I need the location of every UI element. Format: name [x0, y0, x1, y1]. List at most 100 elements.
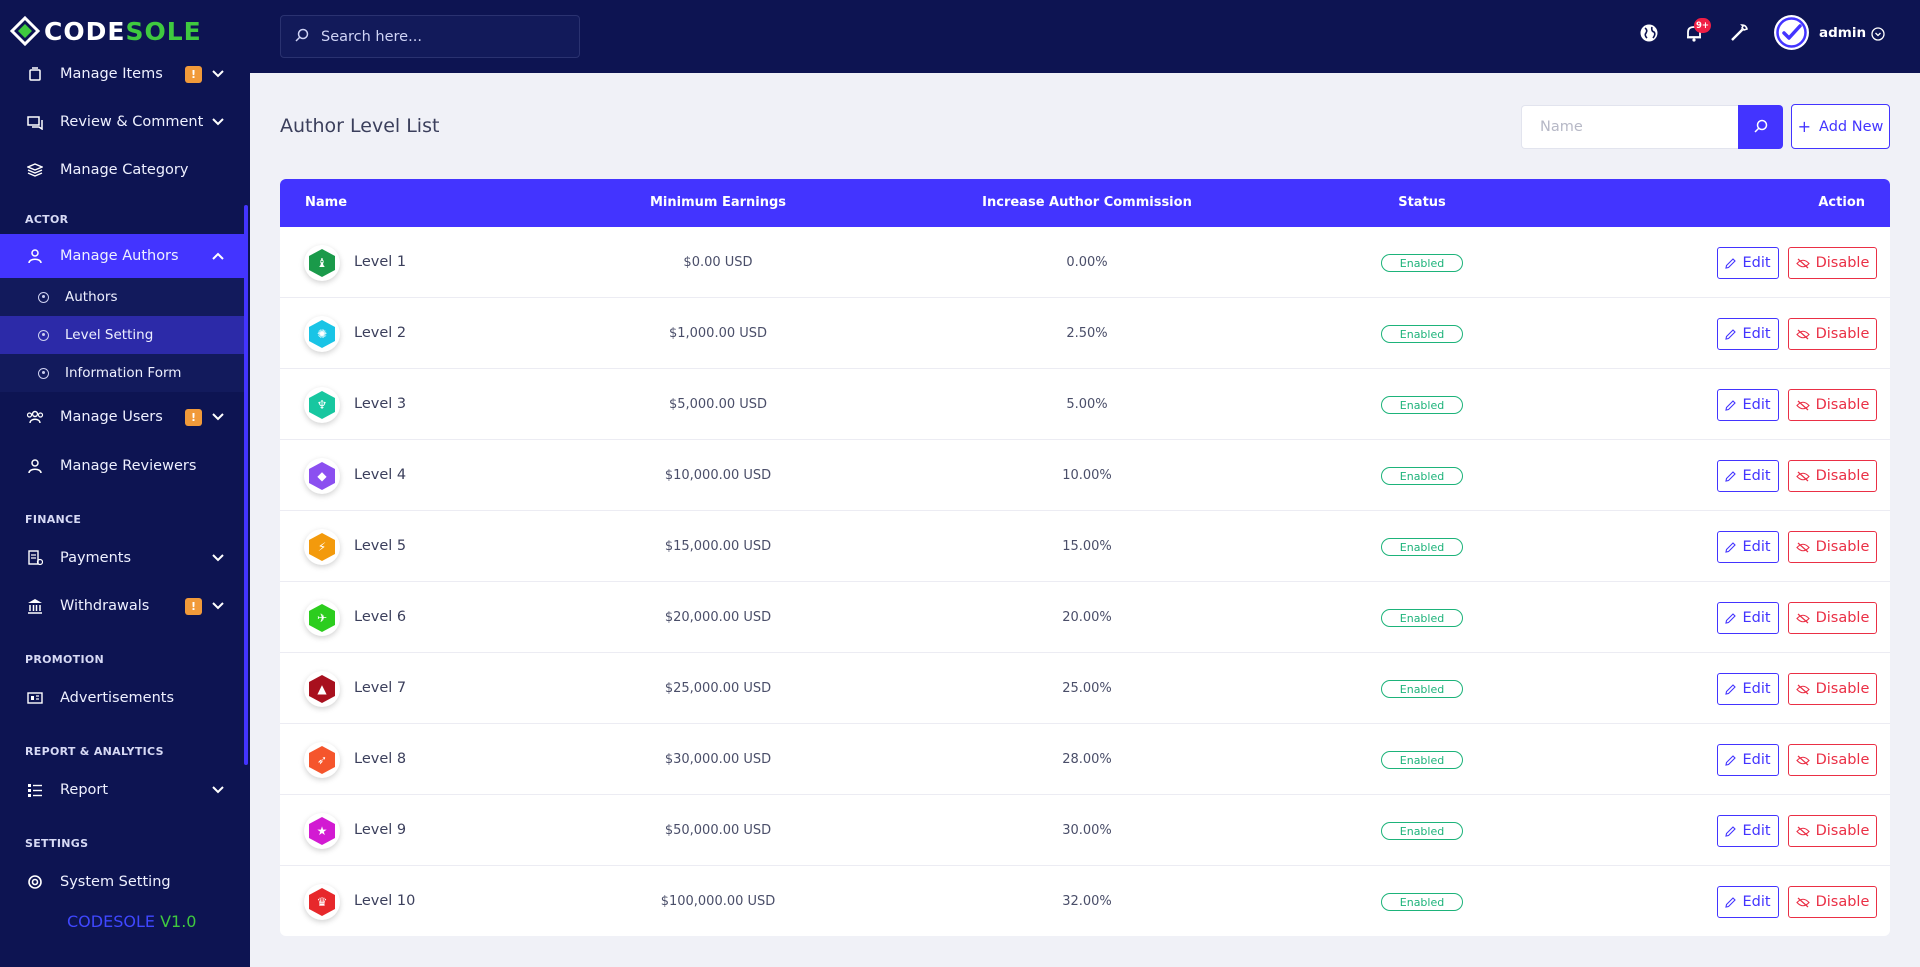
- edit-button[interactable]: Edit: [1717, 389, 1779, 421]
- chevron-down-icon[interactable]: [211, 599, 225, 613]
- sidebar-menu: Manage Items ! Review & Comment Manage C…: [0, 50, 244, 906]
- globe-icon[interactable]: [1638, 22, 1660, 44]
- pencil-icon: [1725, 328, 1737, 340]
- disable-button[interactable]: Disable: [1788, 460, 1877, 492]
- submenu-label: Authors: [65, 289, 118, 305]
- commission: 10.00%: [1062, 468, 1112, 483]
- sidebar-item-manage-category[interactable]: Manage Category: [0, 146, 244, 194]
- name-filter[interactable]: [1521, 105, 1739, 149]
- avatar[interactable]: [1774, 15, 1809, 50]
- edit-button[interactable]: Edit: [1717, 886, 1779, 918]
- name-filter-input[interactable]: [1540, 119, 1730, 135]
- page-title: Author Level List: [280, 115, 440, 137]
- sidebar-item-review-comment[interactable]: Review & Comment: [0, 98, 244, 146]
- eye-off-icon: [1795, 897, 1810, 907]
- disable-label: Disable: [1815, 752, 1870, 768]
- min-earnings: $50,000.00 USD: [664, 823, 772, 838]
- sidebar-item-label: Withdrawals: [60, 598, 150, 614]
- admin-name[interactable]: admin: [1819, 25, 1867, 41]
- sidebar-item-manage-users[interactable]: Manage Users !: [0, 392, 244, 442]
- filter-search-button[interactable]: [1738, 105, 1783, 149]
- list-icon: [26, 781, 44, 799]
- chevron-down-circle-icon[interactable]: [1871, 26, 1885, 45]
- edit-button[interactable]: Edit: [1717, 602, 1779, 634]
- pencil-icon: [1725, 896, 1737, 908]
- eye-off-icon: [1795, 755, 1810, 765]
- chevron-up-icon[interactable]: [211, 249, 225, 263]
- level-badge-shape: ♆: [309, 391, 335, 419]
- submenu-level-setting[interactable]: Level Setting: [0, 316, 244, 354]
- box-icon: [26, 65, 44, 83]
- level-badge-icon: ✺: [304, 316, 340, 352]
- sidebar-item-manage-items[interactable]: Manage Items !: [0, 50, 244, 98]
- status-badge: Enabled: [1381, 325, 1463, 343]
- submenu-authors[interactable]: Authors: [0, 278, 244, 316]
- edit-button[interactable]: Edit: [1717, 673, 1779, 705]
- edit-button[interactable]: Edit: [1717, 247, 1779, 279]
- global-search[interactable]: [280, 15, 580, 58]
- sidebar-item-advertisements[interactable]: Advertisements: [0, 674, 244, 722]
- level-badge-shape: ⚡: [309, 533, 335, 561]
- disable-button[interactable]: Disable: [1788, 886, 1877, 918]
- disable-button[interactable]: Disable: [1788, 247, 1877, 279]
- search-input[interactable]: [321, 28, 561, 45]
- commission: 28.00%: [1062, 752, 1112, 767]
- disable-label: Disable: [1815, 326, 1870, 342]
- disable-button[interactable]: Disable: [1788, 389, 1877, 421]
- bell-icon[interactable]: 9+: [1683, 18, 1711, 44]
- sidebar-scrollbar[interactable]: [244, 205, 248, 765]
- wrench-icon[interactable]: [1728, 22, 1750, 44]
- table-row: ♆ Level 3 $5,000.00 USD 5.00% Enabled Edit Dis…: [280, 369, 1890, 440]
- sidebar-item-withdrawals[interactable]: Withdrawals !: [0, 582, 244, 630]
- col-min-earnings: Minimum Earnings: [649, 195, 787, 210]
- edit-button[interactable]: Edit: [1717, 815, 1779, 847]
- sidebar-item-report[interactable]: Report: [0, 766, 244, 814]
- chevron-down-icon[interactable]: [211, 67, 225, 81]
- chevron-down-icon[interactable]: [211, 783, 225, 797]
- edit-button[interactable]: Edit: [1717, 744, 1779, 776]
- pencil-icon: [1725, 257, 1737, 269]
- chevron-down-icon[interactable]: [211, 115, 225, 129]
- sidebar-item-manage-authors[interactable]: Manage Authors: [0, 234, 244, 278]
- col-status: Status: [1398, 195, 1446, 210]
- author-level-table: Name Minimum Earnings Increase Author Co…: [280, 179, 1890, 936]
- disable-button[interactable]: Disable: [1788, 744, 1877, 776]
- disable-label: Disable: [1815, 397, 1870, 413]
- submenu-label: Information Form: [65, 365, 182, 381]
- edit-button[interactable]: Edit: [1717, 318, 1779, 350]
- user-icon: [26, 457, 44, 475]
- disable-button[interactable]: Disable: [1788, 815, 1877, 847]
- section-actor: ACTOR: [25, 213, 69, 226]
- disable-button[interactable]: Disable: [1788, 531, 1877, 563]
- add-new-button[interactable]: + Add New: [1791, 104, 1890, 149]
- level-name: Level 3: [354, 396, 407, 412]
- pencil-icon: [1725, 399, 1737, 411]
- sidebar-item-payments[interactable]: Payments: [0, 534, 244, 582]
- disable-button[interactable]: Disable: [1788, 602, 1877, 634]
- min-earnings: $10,000.00 USD: [664, 468, 772, 483]
- level-name: Level 1: [354, 254, 407, 270]
- disable-button[interactable]: Disable: [1788, 318, 1877, 350]
- ad-icon: [26, 689, 44, 707]
- sidebar-item-manage-reviewers[interactable]: Manage Reviewers: [0, 442, 244, 490]
- level-name: Level 5: [354, 538, 407, 554]
- level-badge-icon: ◆: [304, 458, 340, 494]
- logo[interactable]: CODESOLE: [0, 0, 250, 62]
- disable-button[interactable]: Disable: [1788, 673, 1877, 705]
- level-badge-shape: ♝: [309, 249, 335, 277]
- disable-label: Disable: [1815, 255, 1870, 271]
- edit-button[interactable]: Edit: [1717, 460, 1779, 492]
- search-icon: [1753, 118, 1768, 137]
- edit-button[interactable]: Edit: [1717, 531, 1779, 563]
- chevron-down-icon[interactable]: [211, 551, 225, 565]
- min-earnings: $100,000.00 USD: [660, 894, 776, 909]
- submenu-information-form[interactable]: Information Form: [0, 354, 244, 392]
- status-badge: Enabled: [1381, 893, 1463, 911]
- level-badge-icon: ▲: [304, 671, 340, 707]
- table-row: ♛ Level 10 $100,000.00 USD 32.00% Enabled Edi…: [280, 866, 1890, 936]
- chevron-down-icon[interactable]: [211, 410, 225, 424]
- pencil-icon: [1725, 612, 1737, 624]
- min-earnings: $30,000.00 USD: [664, 752, 772, 767]
- sidebar-item-system-setting[interactable]: System Setting: [0, 858, 244, 906]
- logo-icon: [9, 15, 41, 47]
